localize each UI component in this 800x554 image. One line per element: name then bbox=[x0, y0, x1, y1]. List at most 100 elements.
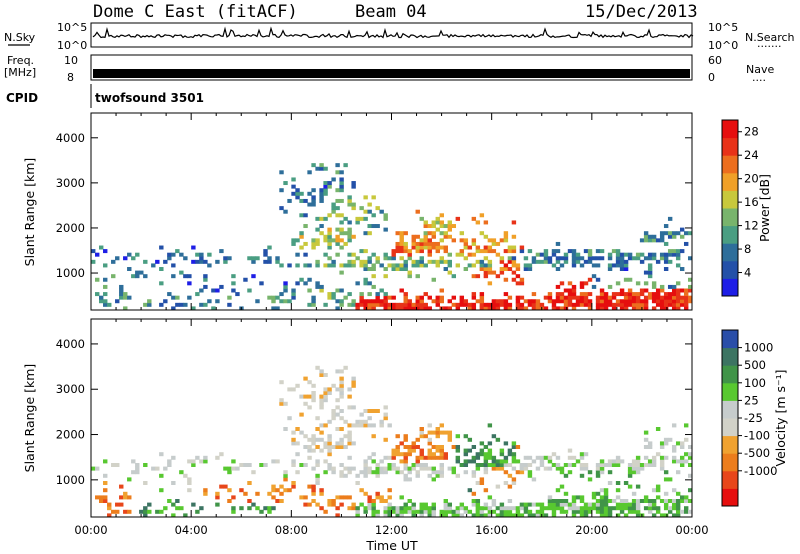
power-cell bbox=[568, 281, 572, 285]
power-cell bbox=[536, 253, 540, 257]
velocity-cell bbox=[600, 470, 604, 474]
power-cell bbox=[339, 220, 343, 224]
power-cell bbox=[404, 260, 408, 264]
velocity-cell bbox=[355, 481, 359, 485]
power-cell bbox=[363, 217, 367, 221]
velocity-cell bbox=[271, 488, 275, 492]
power-cell bbox=[303, 242, 307, 246]
velocity-cell bbox=[492, 456, 496, 460]
power-cell bbox=[492, 303, 496, 307]
power-cell bbox=[496, 253, 500, 257]
velocity-cell bbox=[472, 503, 476, 507]
power-cell bbox=[508, 303, 512, 307]
power-cell bbox=[432, 220, 436, 224]
power-cell bbox=[283, 181, 287, 185]
velocity-cell bbox=[247, 506, 251, 510]
power-cell bbox=[367, 224, 371, 228]
freq-panel: Freq. [MHz] 10 8 60 0 Nave ···· bbox=[4, 54, 774, 87]
velocity-cell bbox=[456, 434, 460, 438]
power-cell bbox=[472, 253, 476, 257]
velocity-cell bbox=[488, 495, 492, 499]
velocity-cell bbox=[167, 463, 171, 467]
power-cell bbox=[684, 242, 688, 246]
power-cell bbox=[339, 263, 343, 267]
velocity-cell bbox=[319, 449, 323, 453]
velocity-cell bbox=[263, 506, 267, 510]
power-cell bbox=[339, 181, 343, 185]
velocity-cell bbox=[428, 449, 432, 453]
velocity-cell bbox=[640, 467, 644, 471]
power-cell bbox=[135, 253, 139, 257]
velocity-colorbar-swatches bbox=[722, 330, 738, 507]
velocity-cell bbox=[512, 481, 516, 485]
power-cell bbox=[323, 238, 327, 242]
power-cell bbox=[175, 296, 179, 300]
power-cell bbox=[628, 278, 632, 282]
velocity-cell bbox=[540, 503, 544, 507]
velocity-cell bbox=[472, 459, 476, 463]
velocity-cell bbox=[416, 510, 420, 514]
velocity-cell bbox=[596, 510, 600, 514]
nsky-trace bbox=[93, 29, 693, 38]
power-cell bbox=[668, 235, 672, 239]
velocity-cell bbox=[127, 477, 131, 481]
velocity-cell bbox=[311, 492, 315, 496]
power-cell bbox=[396, 246, 400, 250]
power-cell bbox=[636, 296, 640, 300]
power-cell bbox=[123, 256, 127, 260]
velocity-cell bbox=[159, 510, 163, 514]
velocity-cell bbox=[307, 503, 311, 507]
power-cell bbox=[488, 281, 492, 285]
x-axis-label: Time UT bbox=[365, 538, 418, 553]
velocity-cell bbox=[319, 369, 323, 373]
power-cell bbox=[560, 281, 564, 285]
velocity-cell bbox=[656, 495, 660, 499]
power-cell bbox=[327, 292, 331, 296]
nave-tick-bottom: 0 bbox=[708, 71, 715, 84]
power-cell bbox=[424, 224, 428, 228]
velocity-cell bbox=[371, 409, 375, 413]
power-cell bbox=[600, 289, 604, 293]
velocity-cell bbox=[379, 499, 383, 503]
power-cell bbox=[580, 296, 584, 300]
power-cell bbox=[672, 249, 676, 253]
power-cell bbox=[660, 235, 664, 239]
velocity-cell bbox=[560, 510, 564, 514]
velocity-cell bbox=[299, 431, 303, 435]
power-cell bbox=[363, 299, 367, 303]
power-cell bbox=[664, 303, 668, 307]
x-tick-label: 04:00 bbox=[175, 523, 208, 537]
velocity-cell bbox=[424, 503, 428, 507]
power-cell bbox=[323, 235, 327, 239]
power-cell bbox=[327, 235, 331, 239]
velocity-cell bbox=[247, 481, 251, 485]
velocity-cell bbox=[339, 409, 343, 413]
power-cell bbox=[323, 181, 327, 185]
power-cell bbox=[476, 260, 480, 264]
velocity-cell bbox=[319, 506, 323, 510]
velocity-cell bbox=[311, 499, 315, 503]
velocity-cell bbox=[596, 463, 600, 467]
velocity-cell bbox=[291, 481, 295, 485]
velocity-cell bbox=[311, 441, 315, 445]
velocity-cell bbox=[676, 492, 680, 496]
velocity-cell bbox=[536, 456, 540, 460]
velocity-cell bbox=[327, 452, 331, 456]
power-cell bbox=[404, 263, 408, 267]
velocity-cell bbox=[488, 456, 492, 460]
power-cell bbox=[584, 292, 588, 296]
velocity-cell bbox=[660, 459, 664, 463]
power-cell bbox=[371, 253, 375, 257]
power-cell bbox=[440, 238, 444, 242]
velocity-cell bbox=[548, 456, 552, 460]
power-cell bbox=[440, 289, 444, 293]
velocity-cell bbox=[291, 463, 295, 467]
velocity-cell bbox=[684, 510, 688, 514]
power-cell bbox=[620, 253, 624, 257]
velocity-cell bbox=[640, 499, 644, 503]
velocity-cell bbox=[404, 463, 408, 467]
power-cell bbox=[396, 242, 400, 246]
velocity-cell bbox=[432, 467, 436, 471]
velocity-cell bbox=[564, 492, 568, 496]
power-cell bbox=[468, 246, 472, 250]
